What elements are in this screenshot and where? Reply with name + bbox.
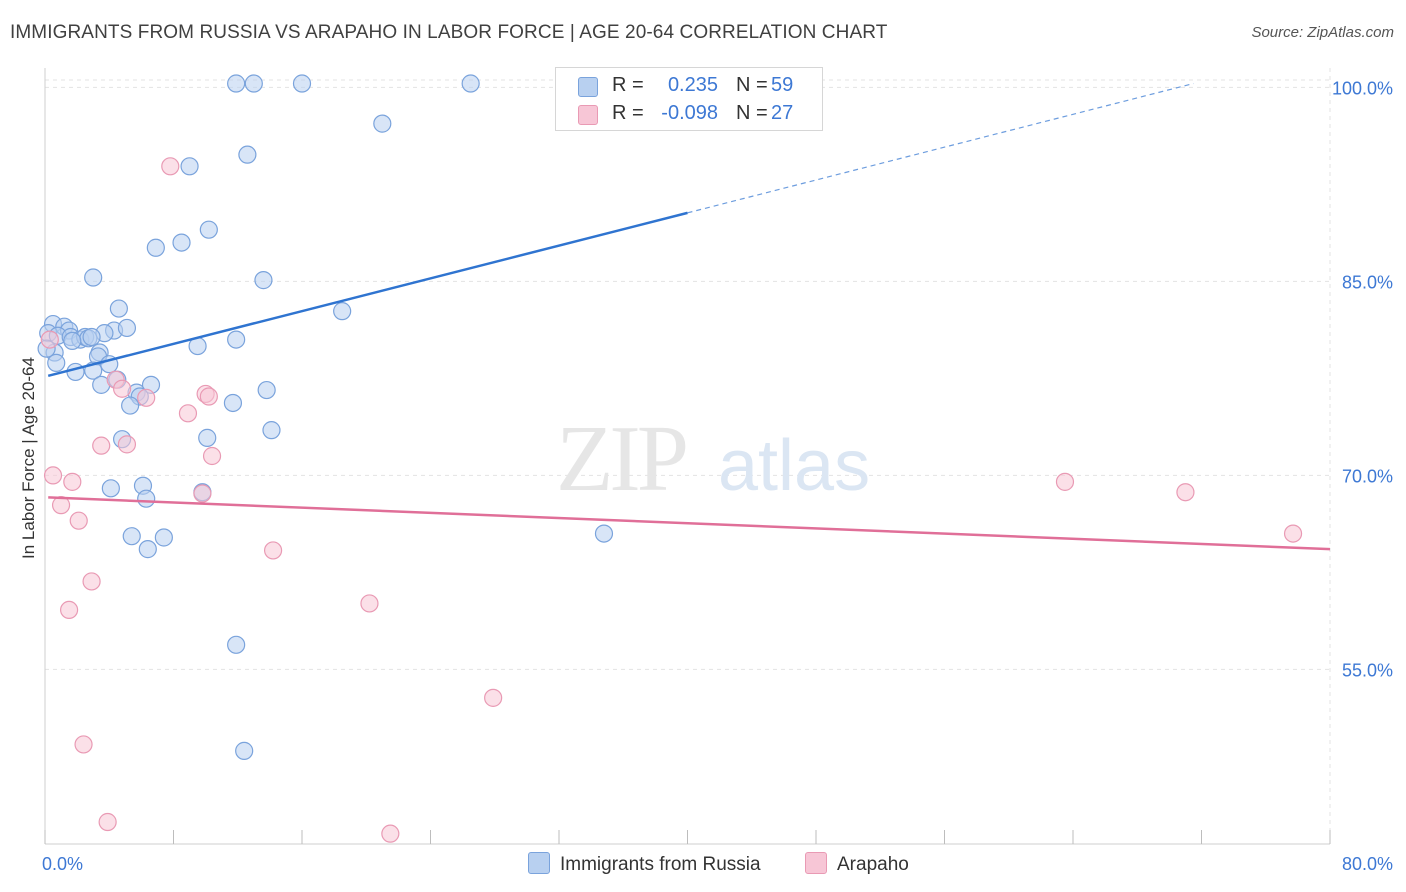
series-name-arapaho: Arapaho — [837, 854, 909, 875]
point-russia — [292, 74, 312, 93]
point-arapaho — [199, 387, 218, 406]
tick-labels: 100.0% 85.0% 70.0% 55.0% 0.0% 80.0% — [42, 78, 1393, 874]
point-russia — [101, 479, 120, 498]
legend-r-label: R = — [612, 102, 644, 124]
point-russia — [254, 271, 273, 290]
point-russia — [244, 74, 263, 93]
axes — [44, 68, 1331, 845]
chart-title: IMMIGRANTS FROM RUSSIA VS ARAPAHO IN LAB… — [10, 22, 888, 43]
point-russia — [117, 318, 137, 338]
point-russia — [199, 220, 218, 239]
legend-n-label: N = — [736, 102, 768, 124]
point-arapaho — [1176, 483, 1195, 502]
point-russia — [122, 527, 141, 546]
legend-swatch-russia — [578, 77, 598, 97]
legend-swatch-arapaho — [578, 105, 598, 125]
point-arapaho — [381, 824, 400, 843]
series-name-russia: Immigrants from Russia — [560, 854, 761, 875]
trend-line-arapaho — [48, 496, 1331, 551]
series-swatch-arapaho — [805, 852, 827, 874]
point-arapaho — [112, 379, 132, 398]
point-arapaho — [63, 472, 82, 491]
point-russia — [198, 428, 217, 447]
source-label: Source: ZipAtlas.com — [1251, 24, 1394, 41]
trend-lines — [47, 82, 1331, 551]
point-arapaho — [193, 484, 212, 503]
point-russia — [146, 238, 165, 257]
point-russia — [373, 114, 392, 133]
point-russia — [138, 540, 157, 559]
legend-r-label: R = — [612, 74, 644, 96]
point-arapaho — [117, 435, 137, 454]
point-arapaho — [178, 404, 198, 423]
point-arapaho — [51, 496, 71, 515]
point-arapaho — [263, 541, 283, 560]
legend-n-value: 59 — [771, 74, 794, 96]
legend-r-value: -0.098 — [661, 102, 718, 124]
point-arapaho — [69, 511, 88, 530]
point-russia — [63, 331, 82, 350]
point-russia — [227, 635, 246, 654]
series-swatch-russia — [528, 852, 550, 874]
point-russia — [594, 524, 614, 543]
point-arapaho — [137, 388, 156, 407]
point-russia — [109, 299, 128, 318]
point-arapaho — [43, 466, 63, 485]
watermark-atlas: atlas — [718, 426, 870, 506]
legend-n-label: N = — [736, 74, 768, 96]
y-tick-label: 85.0% — [1342, 272, 1393, 292]
point-russia — [333, 302, 352, 321]
point-russia — [227, 330, 246, 349]
x-tick-label: 0.0% — [42, 854, 83, 874]
grid-lines — [45, 68, 1331, 844]
point-russia — [257, 380, 276, 400]
trend-line-russia — [47, 211, 688, 378]
legend-n-value: 27 — [771, 102, 794, 124]
point-russia — [154, 528, 173, 547]
point-arapaho — [82, 572, 101, 591]
point-arapaho — [92, 436, 111, 455]
y-tick-label: 70.0% — [1342, 466, 1393, 486]
point-arapaho — [59, 600, 79, 620]
legend-r-value: 0.235 — [667, 74, 718, 96]
point-russia — [235, 741, 254, 760]
point-russia — [47, 353, 66, 372]
trend-line-russia-extension — [687, 82, 1194, 214]
watermark: ZIP atlas — [556, 407, 870, 511]
point-russia — [223, 393, 243, 413]
y-axis-label: In Labor Force | Age 20-64 — [19, 357, 38, 559]
point-russia — [84, 268, 103, 287]
point-arapaho — [161, 157, 180, 176]
series-legend-arapaho: Arapaho — [805, 852, 909, 876]
watermark-zip: ZIP — [556, 407, 686, 511]
point-russia — [262, 421, 281, 440]
point-arapaho — [74, 735, 93, 754]
point-russia — [172, 233, 191, 252]
stats-legend: R = 0.235 N = 59 R = -0.098 N = 27 — [555, 67, 823, 131]
y-tick-label: 100.0% — [1332, 78, 1393, 98]
point-russia — [121, 396, 140, 415]
point-arapaho — [484, 688, 503, 707]
y-tick-label: 55.0% — [1342, 660, 1393, 680]
point-russia — [137, 489, 156, 508]
point-russia — [180, 157, 199, 176]
point-russia — [82, 327, 101, 347]
point-russia — [238, 145, 257, 164]
point-arapaho — [40, 330, 59, 349]
data-points — [37, 74, 1303, 843]
point-russia — [66, 362, 85, 382]
point-russia — [461, 74, 480, 93]
point-arapaho — [98, 812, 117, 832]
point-arapaho — [1055, 472, 1075, 491]
point-russia — [227, 74, 246, 93]
series-legend-russia: Immigrants from Russia — [528, 852, 761, 876]
point-arapaho — [360, 594, 379, 613]
x-tick-label: 80.0% — [1342, 854, 1393, 874]
point-arapaho — [202, 446, 222, 466]
point-arapaho — [1283, 524, 1303, 543]
